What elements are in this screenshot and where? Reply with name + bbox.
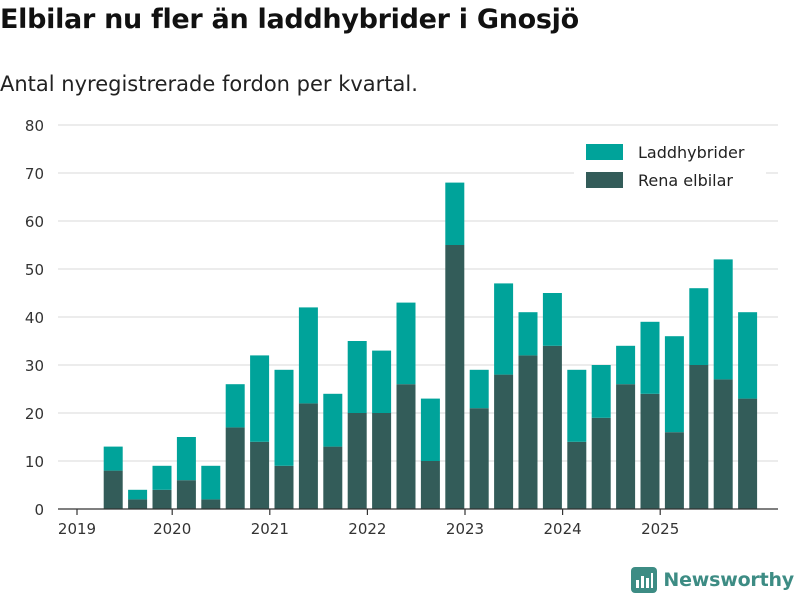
y-tick-label-40: 40 (25, 309, 44, 327)
bar-rena-elbilar-2025Q2 (689, 365, 709, 509)
bar-laddhybrider-2025Q2 (689, 288, 709, 365)
legend-swatch-laddhybrider (586, 144, 623, 160)
y-tick-label-50: 50 (25, 261, 44, 279)
bar-laddhybrider-2025Q3 (713, 259, 733, 380)
bar-rena-elbilar-2022Q4 (445, 245, 465, 509)
bar-rena-elbilar-2020Q2 (201, 499, 221, 509)
x-tick-label-2023: 2023 (446, 520, 484, 538)
x-tick-label-2019: 2019 (58, 520, 96, 538)
x-tick-label-2020: 2020 (153, 520, 191, 538)
newsworthy-logo-icon (631, 567, 658, 593)
bar-laddhybrider-2023Q1 (469, 369, 489, 409)
bar-rena-elbilar-2023Q4 (542, 345, 562, 509)
bar-rena-elbilar-2025Q4 (738, 398, 758, 509)
bar-rena-elbilar-2019Q4 (152, 489, 172, 509)
bar-laddhybrider-2024Q3 (616, 345, 636, 385)
legend-label-laddhybrider: Laddhybrider (638, 143, 745, 162)
brand-logo: Newsworthy (631, 566, 794, 594)
y-tick-label-60: 60 (25, 213, 44, 231)
x-tick-label-2024: 2024 (544, 520, 582, 538)
bar-rena-elbilar-2019Q2 (103, 470, 123, 509)
y-tick-label-70: 70 (25, 165, 44, 183)
bar-rena-elbilar-2020Q4 (250, 441, 270, 509)
bar-rena-elbilar-2025Q1 (664, 432, 684, 509)
bar-laddhybrider-2021Q2 (298, 307, 318, 404)
bar-rena-elbilar-2023Q3 (518, 355, 538, 509)
y-tick-label-30: 30 (25, 357, 44, 375)
bar-laddhybrider-2024Q1 (567, 369, 587, 442)
y-tick-label-10: 10 (25, 453, 44, 471)
bar-rena-elbilar-2023Q1 (469, 408, 489, 509)
bar-laddhybrider-2020Q2 (201, 465, 221, 500)
legend-label-rena-elbilar: Rena elbilar (638, 171, 733, 190)
bar-laddhybrider-2019Q4 (152, 465, 172, 490)
bar-laddhybrider-2021Q4 (347, 341, 367, 413)
bar-laddhybrider-2020Q3 (225, 384, 245, 428)
bar-rena-elbilar-2024Q4 (640, 393, 660, 509)
y-tick-label-80: 80 (25, 117, 44, 135)
bar-laddhybrider-2022Q4 (445, 182, 465, 245)
bar-rena-elbilar-2021Q1 (274, 465, 294, 509)
x-tick-label-2021: 2021 (251, 520, 289, 538)
chart-subtitle: Antal nyregistrerade fordon per kvartal. (0, 72, 418, 96)
bar-rena-elbilar-2020Q3 (225, 427, 245, 509)
brand-name: Newsworthy (663, 569, 794, 591)
bar-rena-elbilar-2024Q2 (591, 417, 611, 509)
chart-title: Elbilar nu fler än laddhybrider i Gnosjö (0, 4, 579, 35)
x-tick-label-2025: 2025 (641, 520, 679, 538)
bar-laddhybrider-2025Q1 (664, 336, 684, 433)
y-tick-label-20: 20 (25, 405, 44, 423)
bar-laddhybrider-2022Q2 (396, 302, 416, 385)
bar-rena-elbilar-2024Q3 (616, 384, 636, 509)
bar-rena-elbilar-2023Q2 (494, 374, 514, 509)
bar-laddhybrider-2023Q4 (542, 293, 562, 346)
bar-rena-elbilar-2025Q3 (713, 379, 733, 509)
bar-laddhybrider-2020Q1 (176, 437, 196, 481)
bar-laddhybrider-2025Q4 (738, 312, 758, 399)
bar-rena-elbilar-2022Q3 (420, 461, 440, 509)
bar-laddhybrider-2024Q4 (640, 321, 660, 394)
bar-laddhybrider-2019Q2 (103, 446, 123, 471)
bar-rena-elbilar-2022Q2 (396, 384, 416, 509)
bar-laddhybrider-2023Q3 (518, 312, 538, 356)
bar-rena-elbilar-2022Q1 (372, 413, 392, 509)
bar-rena-elbilar-2020Q1 (176, 480, 196, 509)
bar-rena-elbilar-2021Q4 (347, 413, 367, 509)
x-tick-label-2022: 2022 (348, 520, 386, 538)
legend-swatch-rena-elbilar (586, 172, 623, 188)
bar-laddhybrider-2021Q1 (274, 369, 294, 466)
bar-rena-elbilar-2021Q3 (323, 446, 343, 509)
bar-rena-elbilar-2024Q1 (567, 441, 587, 509)
bar-laddhybrider-2024Q2 (591, 365, 611, 418)
bar-laddhybrider-2023Q2 (494, 283, 514, 375)
bar-rena-elbilar-2021Q2 (298, 403, 318, 509)
bar-laddhybrider-2019Q3 (128, 489, 148, 500)
bar-laddhybrider-2022Q3 (420, 398, 440, 461)
bar-laddhybrider-2022Q1 (372, 350, 392, 413)
bar-rena-elbilar-2019Q3 (128, 499, 148, 509)
bar-laddhybrider-2020Q4 (250, 355, 270, 442)
y-tick-label-0: 0 (34, 501, 44, 519)
bar-laddhybrider-2021Q3 (323, 393, 343, 447)
